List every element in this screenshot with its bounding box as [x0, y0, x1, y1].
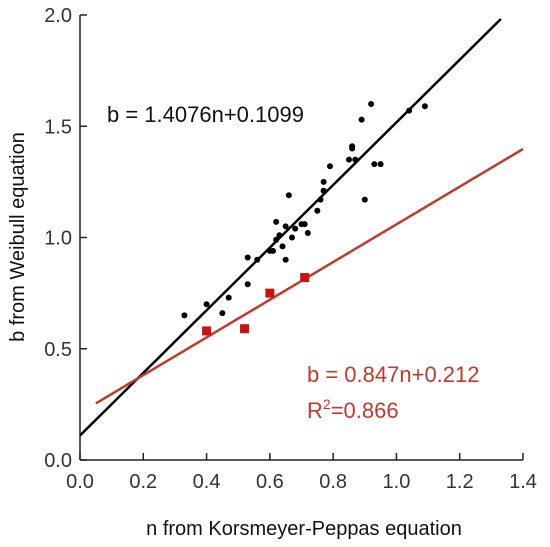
black-circle-point: [317, 196, 324, 203]
black-circle-point: [273, 236, 280, 243]
black-circle-point: [320, 187, 327, 194]
black-circle-point: [225, 294, 232, 301]
x-tick-label: 0.8: [319, 471, 347, 493]
black-circle-point: [304, 230, 311, 237]
y-tick-label: 0.5: [44, 339, 72, 361]
black-circle-point: [352, 156, 359, 163]
y-tick-label: 0.0: [44, 450, 72, 472]
x-tick-label: 0.2: [129, 471, 157, 493]
black-circle-point: [320, 178, 327, 185]
x-tick-label: 1.2: [446, 471, 474, 493]
red-square-point: [240, 324, 250, 334]
black-circle-point: [289, 234, 296, 241]
red-fit-r-squared: R2=0.866: [307, 396, 399, 423]
black-circle-point: [368, 101, 375, 107]
r2-superscript: 2: [323, 396, 331, 412]
black-circle-point: [273, 218, 280, 225]
black-circle-point: [219, 310, 226, 317]
y-tick-label: 2.0: [44, 5, 72, 27]
x-tick-label: 0.0: [66, 471, 94, 493]
r2-prefix: R: [307, 398, 323, 423]
fit-lines: [79, 18, 524, 437]
x-tick-label: 0.6: [256, 471, 284, 493]
x-tick-label: 1.0: [383, 471, 411, 493]
black-circle-point: [349, 143, 356, 150]
black-circle-point: [314, 207, 321, 214]
black-circle-point: [301, 221, 308, 228]
x-tick-label: 1.4: [509, 471, 537, 493]
y-tick-label: 1.5: [44, 116, 72, 138]
black-circle-point: [358, 116, 365, 123]
black-circle-point: [292, 225, 299, 232]
black-circle-point: [181, 312, 188, 319]
black-circle-point: [371, 161, 378, 168]
y-axis-label: b from Weibull equation: [7, 132, 29, 342]
black-fit-equation: b = 1.4076n+0.1099: [107, 102, 304, 127]
black-circle-point: [326, 163, 333, 170]
black-circle-point: [361, 196, 368, 203]
red-fit-line: [95, 147, 524, 405]
black-circle-point: [285, 192, 292, 199]
black-circle-point: [282, 256, 289, 263]
black-circle-point: [345, 156, 352, 163]
black-circle-point: [244, 254, 251, 261]
r2-value: =0.866: [331, 398, 399, 423]
black-circle-point: [203, 301, 210, 308]
data-points: [181, 101, 428, 336]
black-circle-point: [270, 247, 277, 254]
black-circle-point: [406, 107, 413, 114]
x-axis-label: n from Korsmeyer-Peppas equation: [146, 518, 462, 540]
black-circle-point: [282, 223, 289, 230]
black-circle-point: [377, 161, 384, 168]
red-square-point: [265, 288, 275, 298]
black-circle-point: [276, 232, 283, 239]
red-fit-equation: b = 0.847n+0.212: [307, 362, 480, 387]
axes: 0.0 0.2 0.4 0.6 0.8 1.0 1.2 1.4 0.0 0.5 1.0 1.5 2.0: [44, 5, 537, 493]
y-tick-label: 1.0: [44, 228, 72, 250]
black-circle-point: [254, 256, 261, 263]
red-square-point: [202, 326, 212, 336]
black-circle-point: [421, 103, 428, 110]
x-tick-label: 0.4: [193, 471, 221, 493]
black-circle-point: [244, 281, 251, 288]
black-fit-line: [79, 18, 502, 437]
black-circle-point: [279, 243, 286, 250]
red-square-point: [300, 273, 310, 283]
